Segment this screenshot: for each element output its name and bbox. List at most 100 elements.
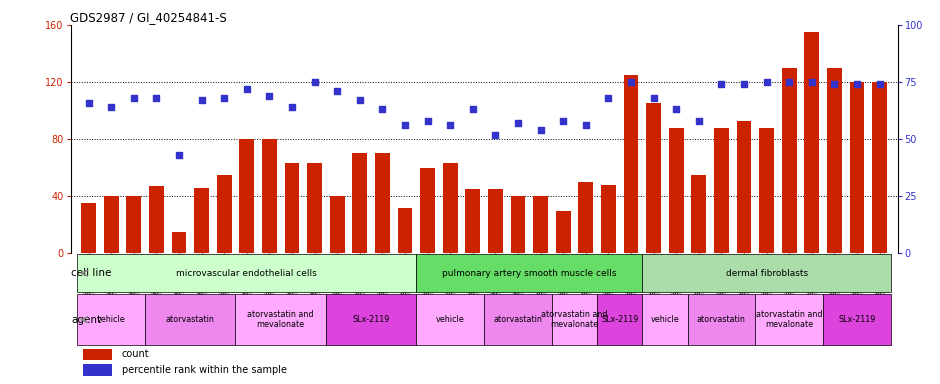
Text: GDS2987 / GI_40254841-S: GDS2987 / GI_40254841-S: [70, 11, 227, 24]
Point: [149, 95, 164, 101]
Point: [194, 97, 209, 103]
Bar: [465, 189, 480, 253]
Point: [850, 81, 865, 88]
Text: agent: agent: [71, 314, 102, 324]
Point: [488, 132, 503, 138]
Point: [307, 79, 322, 85]
Bar: [533, 196, 548, 253]
Bar: [83, 349, 112, 360]
Bar: [398, 208, 413, 253]
Bar: [236, 294, 326, 345]
Text: count: count: [122, 349, 149, 359]
Point: [623, 79, 638, 85]
Bar: [760, 128, 774, 253]
Bar: [484, 294, 552, 345]
Bar: [149, 186, 164, 253]
Bar: [330, 196, 345, 253]
Point: [782, 79, 797, 85]
Bar: [510, 196, 525, 253]
Point: [510, 120, 525, 126]
Bar: [714, 128, 728, 253]
Point: [668, 106, 683, 113]
Bar: [556, 210, 571, 253]
Bar: [578, 182, 593, 253]
Point: [646, 95, 661, 101]
Text: percentile rank within the sample: percentile rank within the sample: [122, 365, 287, 375]
Bar: [352, 154, 368, 253]
Point: [760, 79, 775, 85]
Bar: [687, 294, 756, 345]
Bar: [552, 294, 597, 345]
Bar: [782, 68, 796, 253]
Text: atorvastatin and
mevalonate: atorvastatin and mevalonate: [756, 310, 822, 329]
Point: [872, 81, 887, 88]
Bar: [127, 196, 141, 253]
Bar: [443, 164, 458, 253]
Point: [420, 118, 435, 124]
Bar: [81, 204, 96, 253]
Point: [465, 106, 480, 113]
Bar: [416, 294, 484, 345]
Bar: [647, 103, 661, 253]
Point: [398, 122, 413, 129]
Bar: [375, 154, 390, 253]
Bar: [307, 164, 321, 253]
Point: [737, 81, 752, 88]
Point: [126, 95, 141, 101]
Bar: [601, 185, 616, 253]
Point: [103, 104, 118, 110]
Point: [262, 93, 277, 99]
Point: [827, 81, 842, 88]
Point: [691, 118, 706, 124]
Bar: [488, 189, 503, 253]
Bar: [623, 75, 638, 253]
Point: [601, 95, 616, 101]
Bar: [416, 254, 642, 292]
Bar: [872, 82, 887, 253]
Bar: [77, 254, 416, 292]
Text: SLx-2119: SLx-2119: [601, 315, 638, 324]
Text: dermal fibroblasts: dermal fibroblasts: [726, 269, 807, 278]
Bar: [145, 294, 236, 345]
Bar: [326, 294, 416, 345]
Bar: [172, 232, 186, 253]
Bar: [737, 121, 751, 253]
Point: [713, 81, 728, 88]
Point: [330, 88, 345, 94]
Bar: [642, 254, 891, 292]
Bar: [756, 294, 823, 345]
Bar: [420, 168, 435, 253]
Point: [240, 86, 255, 92]
Text: SLx-2119: SLx-2119: [352, 315, 390, 324]
Point: [556, 118, 571, 124]
Bar: [823, 294, 891, 345]
Bar: [262, 139, 276, 253]
Point: [443, 122, 458, 129]
Bar: [692, 175, 706, 253]
Bar: [597, 294, 642, 345]
Point: [352, 97, 368, 103]
Bar: [240, 139, 254, 253]
Bar: [83, 364, 112, 376]
Text: atorvastatin and
mevalonate: atorvastatin and mevalonate: [247, 310, 314, 329]
Point: [216, 95, 231, 101]
Bar: [195, 188, 209, 253]
Bar: [642, 294, 687, 345]
Text: SLx-2119: SLx-2119: [838, 315, 876, 324]
Bar: [103, 196, 118, 253]
Point: [171, 152, 186, 158]
Point: [375, 106, 390, 113]
Text: vehicle: vehicle: [97, 315, 126, 324]
Text: atorvastatin: atorvastatin: [165, 315, 214, 324]
Text: vehicle: vehicle: [436, 315, 464, 324]
Bar: [285, 164, 299, 253]
Text: microvascular endothelial cells: microvascular endothelial cells: [177, 269, 317, 278]
Bar: [669, 128, 683, 253]
Text: atorvastatin: atorvastatin: [494, 315, 542, 324]
Bar: [850, 82, 865, 253]
Bar: [805, 32, 819, 253]
Text: atorvastatin and
mevalonate: atorvastatin and mevalonate: [541, 310, 608, 329]
Point: [285, 104, 300, 110]
Point: [578, 122, 593, 129]
Point: [81, 99, 96, 106]
